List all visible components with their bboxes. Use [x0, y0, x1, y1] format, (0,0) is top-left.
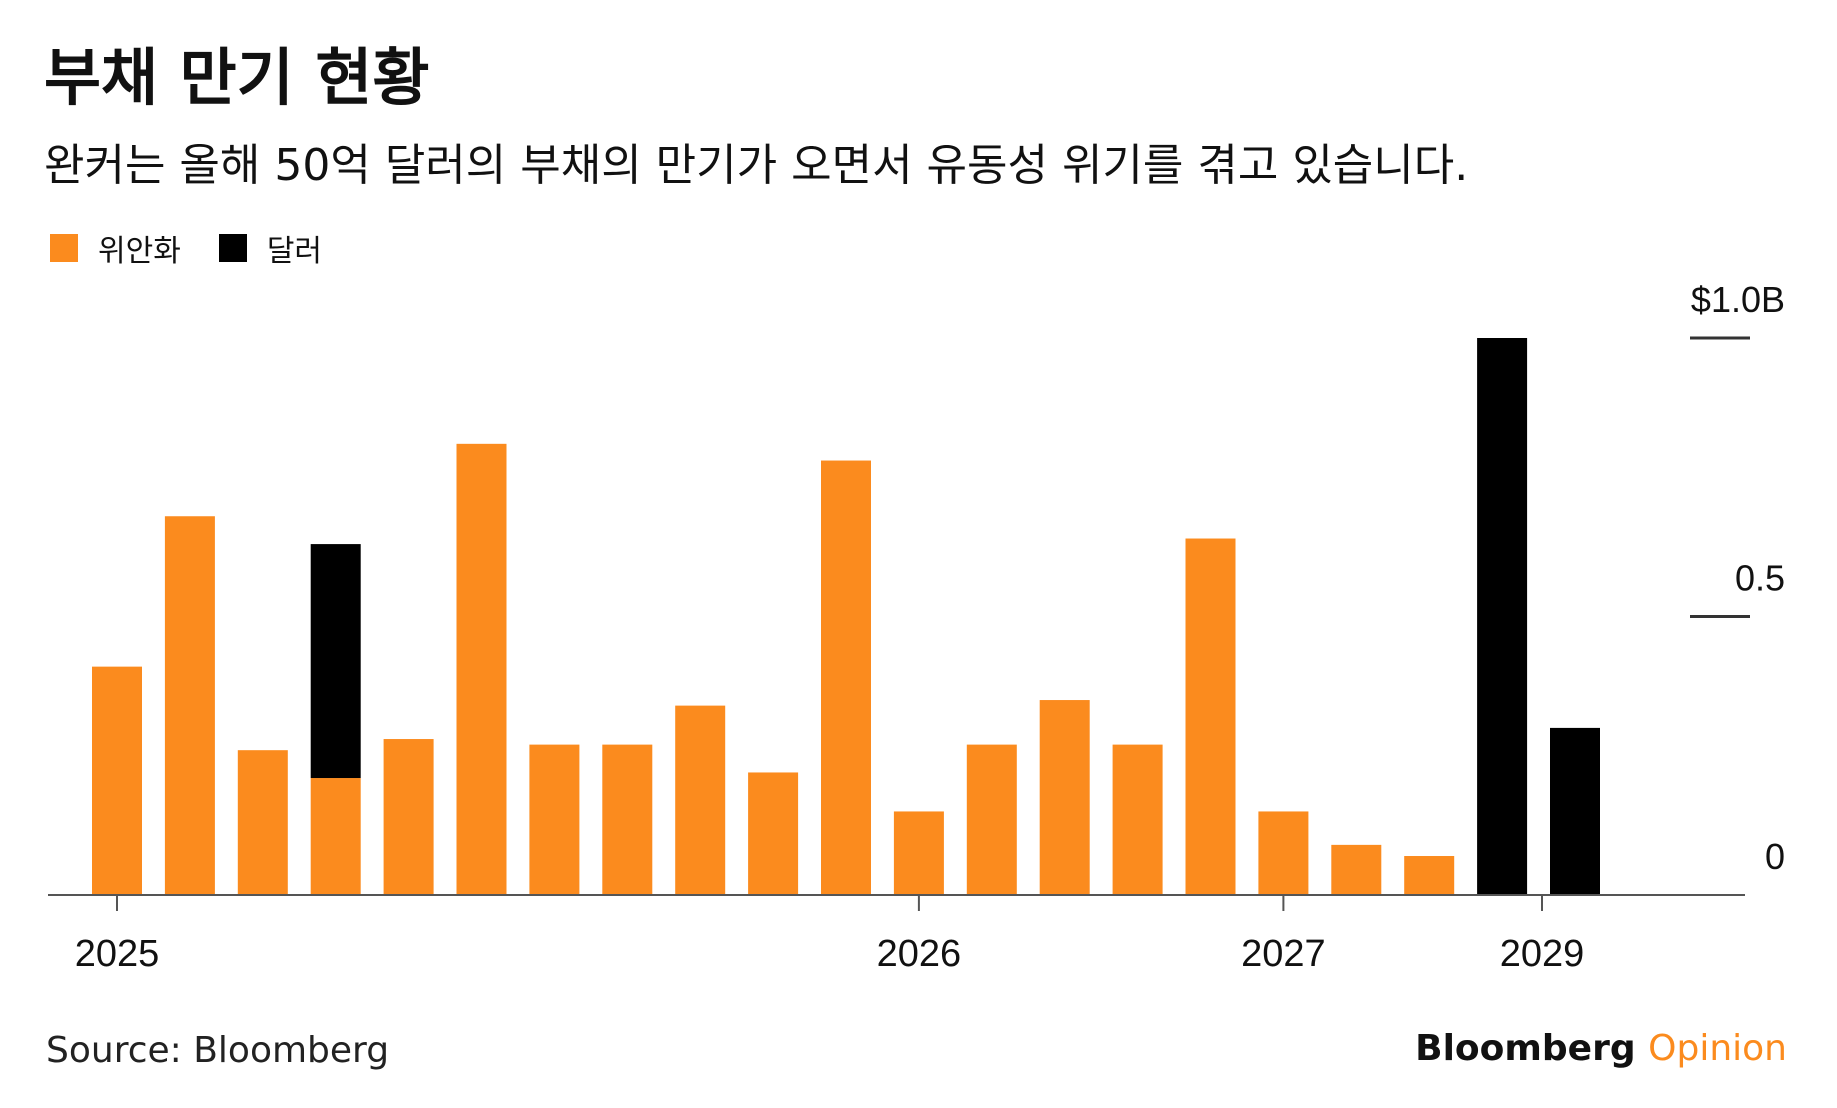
bar-chart: 0 0.5 $1.0B 2025 2026 2027 2029: [48, 279, 1785, 975]
y-tick-label-0: 0: [1765, 836, 1785, 877]
x-tick-label-2: 2027: [1241, 933, 1326, 975]
bar-yuan-10: [821, 460, 871, 895]
x-tick-label-3: 2029: [1500, 933, 1585, 975]
brand-name: Bloomberg: [1415, 1028, 1636, 1069]
bar-yuan-8: [675, 705, 726, 895]
bar-yuan-11: [893, 811, 944, 895]
legend-swatch-yuan: [50, 234, 78, 262]
bar-yuan-16: [1258, 811, 1309, 895]
y-tick-label-2: $1.0B: [1691, 279, 1785, 320]
bar-yuan-0: [92, 666, 142, 895]
bar-yuan-1: [164, 516, 215, 895]
chart-subtitle: 완커는 올해 50억 달러의 부채의 만기가 오면서 유동성 위기를 겪고 있습…: [44, 140, 1469, 191]
bar-yuan-12: [966, 744, 1017, 895]
x-tick-label-0: 2025: [75, 933, 160, 975]
chart-legend: 위안화 달러: [50, 226, 360, 270]
chart-title: 부채 만기 현황: [44, 41, 430, 114]
legend-item-yuan: 위안화: [50, 226, 181, 270]
y-tick-label-1: 0.5: [1735, 558, 1785, 599]
bar-yuan-18: [1404, 856, 1455, 895]
bar-yuan-15: [1185, 538, 1236, 895]
bar-yuan-3: [310, 778, 361, 895]
bar-dollar-19: [1477, 338, 1528, 895]
legend-label-yuan: 위안화: [98, 234, 181, 269]
bar-yuan-7: [602, 744, 653, 895]
legend-swatch-dollar: [218, 234, 247, 262]
legend-item-dollar: 달러: [218, 226, 323, 270]
bar-dollar-3: [310, 544, 361, 779]
bar-yuan-5: [456, 443, 507, 895]
bar-yuan-4: [383, 739, 434, 895]
brand-logo: Bloomberg Opinion: [1415, 1028, 1787, 1069]
bar-yuan-17: [1331, 844, 1382, 895]
brand-suffix: Opinion: [1648, 1028, 1787, 1069]
bar-yuan-14: [1112, 744, 1163, 895]
bar-yuan-9: [748, 772, 799, 895]
source-note: Source: Bloomberg: [46, 1030, 390, 1071]
x-tick-label-1: 2026: [877, 933, 962, 975]
bar-yuan-2: [237, 750, 288, 895]
bar-yuan-6: [529, 744, 580, 895]
bar-yuan-13: [1039, 700, 1090, 895]
bar-dollar-20: [1550, 727, 1600, 895]
legend-label-dollar: 달러: [266, 234, 323, 269]
